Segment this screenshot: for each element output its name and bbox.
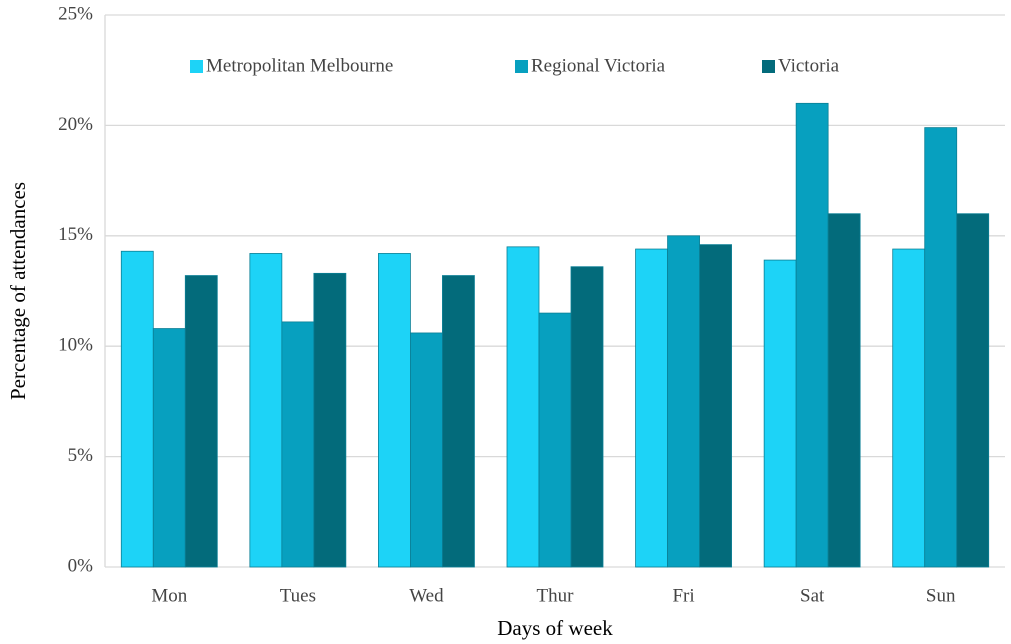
- x-tick-label: Thur: [537, 585, 575, 606]
- bar: [538, 312, 572, 568]
- legend-swatch: [762, 60, 775, 73]
- x-tick-label: Sat: [800, 585, 825, 606]
- bar: [570, 266, 604, 568]
- bar: [152, 328, 186, 568]
- bar: [410, 332, 443, 568]
- legend-label: Regional Victoria: [531, 55, 666, 76]
- bar: [249, 253, 283, 568]
- bar: [506, 246, 540, 568]
- bar: [313, 272, 347, 568]
- y-axis-title: Percentage of attendances: [6, 182, 30, 400]
- legend-swatch: [190, 60, 203, 73]
- y-tick-label: 5%: [68, 445, 94, 466]
- bar: [442, 275, 475, 568]
- bar: [281, 321, 315, 568]
- bar: [184, 275, 218, 568]
- x-axis-title: Days of week: [497, 616, 613, 640]
- bar: [763, 259, 797, 568]
- y-tick-label: 15%: [58, 224, 93, 245]
- bar: [635, 248, 668, 568]
- x-tick-label: Tues: [280, 585, 316, 606]
- legend-swatch: [515, 60, 528, 73]
- bar: [699, 244, 732, 568]
- x-tick-label: Wed: [409, 585, 444, 606]
- bar: [924, 127, 958, 568]
- bar: [892, 248, 926, 568]
- y-tick-label: 20%: [58, 114, 93, 135]
- x-tick-label: Fri: [672, 585, 694, 606]
- y-tick-label: 10%: [58, 335, 93, 356]
- legend-label: Victoria: [778, 55, 840, 76]
- legend-label: Metropolitan Melbourne: [206, 55, 393, 76]
- x-tick-label: Sun: [926, 585, 956, 606]
- bar: [120, 250, 154, 568]
- bar: [827, 213, 861, 568]
- bar: [956, 213, 990, 568]
- x-tick-label: Mon: [151, 585, 187, 606]
- y-tick-label: 25%: [58, 3, 93, 24]
- bar: [795, 102, 829, 568]
- y-tick-label: 0%: [68, 555, 94, 576]
- bar: [667, 235, 700, 568]
- bar: [378, 253, 411, 568]
